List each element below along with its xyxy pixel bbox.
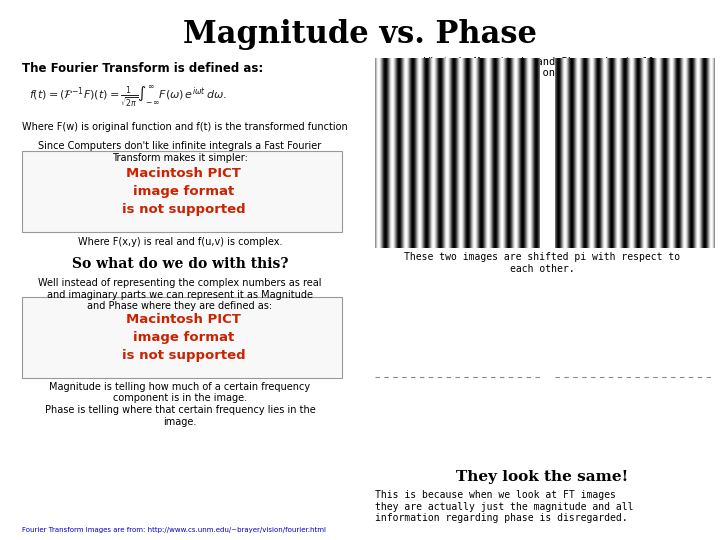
Text: Where F(x,y) is real and f(u,v) is complex.: Where F(x,y) is real and f(u,v) is compl… [78, 237, 282, 247]
Text: Since Computers don't like infinite integrals a Fast Fourier
Transform makes it : Since Computers don't like infinite inte… [38, 141, 322, 163]
Text: $f(t) = (\mathcal{F}^{-1}F)(t) = \frac{1}{\sqrt{2\pi}} \int_{-\infty}^{\infty} F: $f(t) = (\mathcal{F}^{-1}F)(t) = \frac{1… [29, 84, 227, 110]
Text: Magnitude vs. Phase: Magnitude vs. Phase [183, 19, 537, 50]
Text: Magnitude is telling how much of a certain frequency
component is in the image.
: Magnitude is telling how much of a certa… [45, 382, 315, 427]
Text: What do Magnitude and Phase physically
appear as on the FT?: What do Magnitude and Phase physically a… [424, 57, 661, 78]
Text: Macintosh PICT
image format
is not supported: Macintosh PICT image format is not suppo… [122, 313, 246, 362]
FancyBboxPatch shape [22, 297, 342, 378]
Text: This is because when we look at FT images
they are actually just the magnitude a: This is because when we look at FT image… [375, 490, 634, 523]
FancyBboxPatch shape [22, 151, 342, 232]
Text: They look the same!: They look the same! [456, 470, 629, 484]
Text: Where F(w) is original function and f(t) is the transformed function: Where F(w) is original function and f(t)… [22, 122, 347, 132]
Text: So what do we do with this?: So what do we do with this? [72, 256, 288, 271]
Text: The Fourier Transform is defined as:: The Fourier Transform is defined as: [22, 62, 263, 75]
Text: Fourier Transform Images are from: http://www.cs.unm.edu/~brayer/vision/fourier.: Fourier Transform Images are from: http:… [22, 527, 325, 533]
Text: Macintosh PICT
image format
is not supported: Macintosh PICT image format is not suppo… [122, 167, 246, 216]
Text: These two images are shifted pi with respect to
each other.: These two images are shifted pi with res… [405, 252, 680, 274]
Text: Well instead of representing the complex numbers as real
and imaginary parts we : Well instead of representing the complex… [38, 278, 322, 311]
